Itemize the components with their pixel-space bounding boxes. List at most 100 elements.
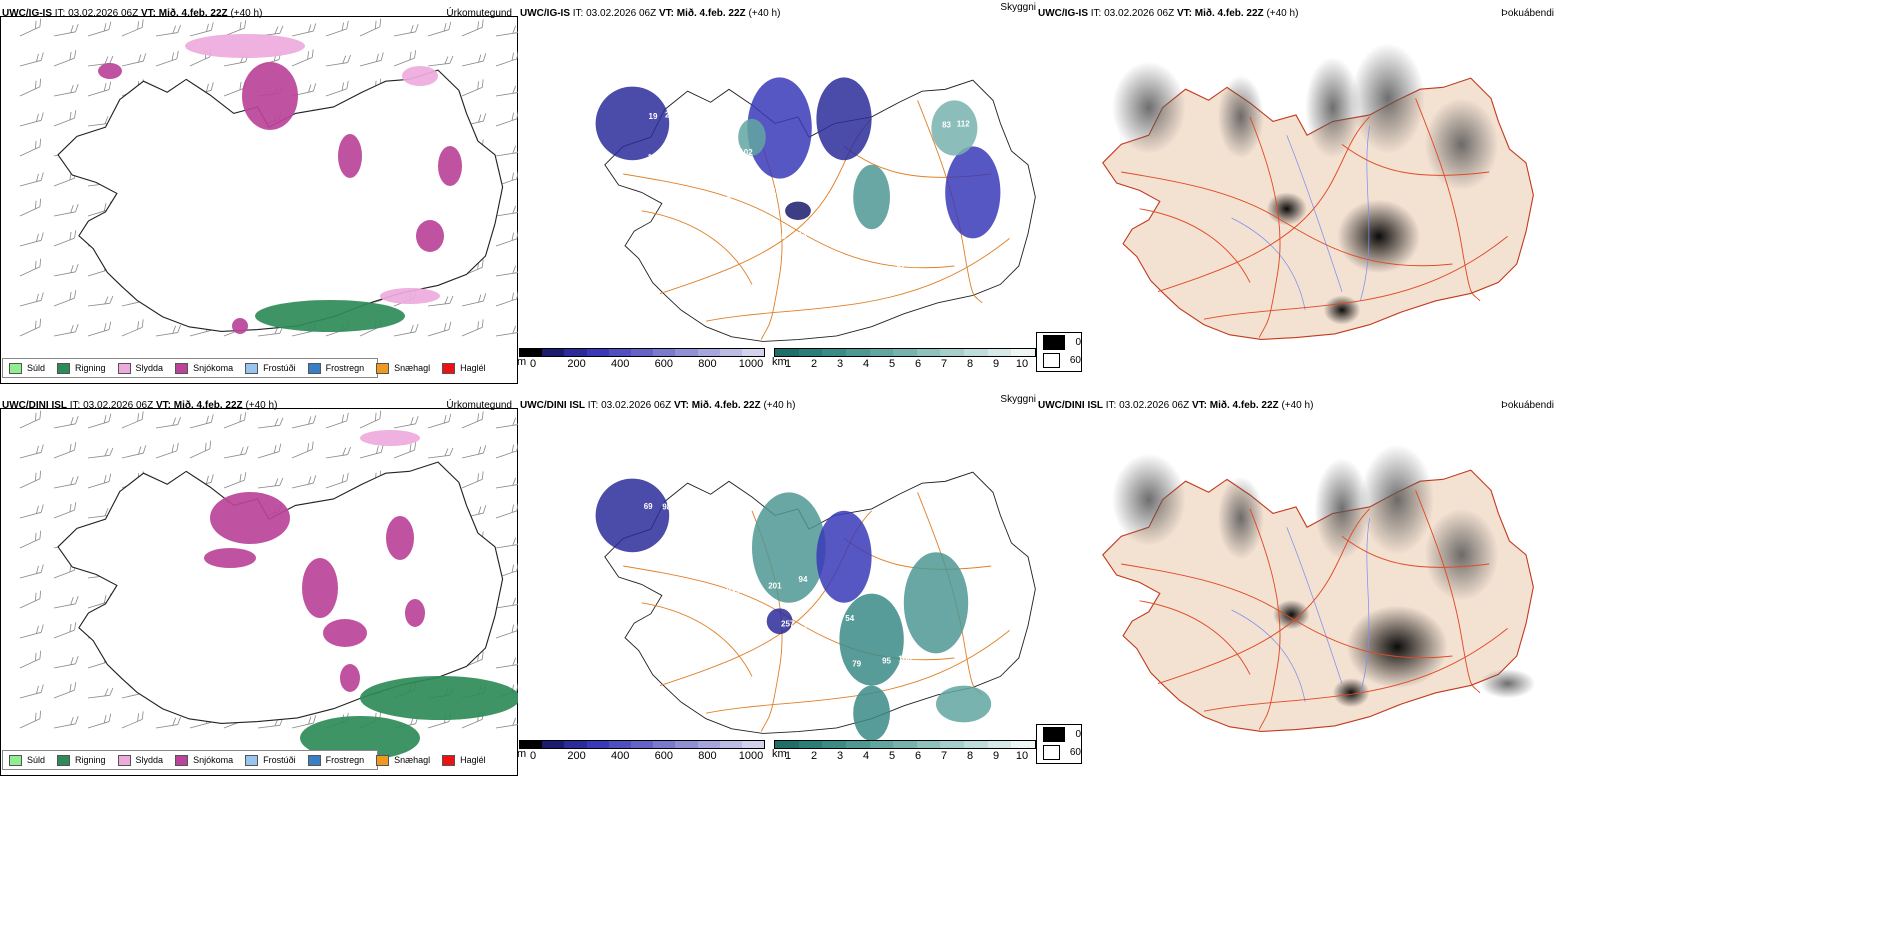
wind-barb [19, 258, 42, 277]
lead-time: (+40 h) [245, 400, 278, 411]
legend-swatch [442, 754, 456, 766]
visibility-value: 98 [882, 266, 891, 275]
colorbar-cells [774, 348, 1036, 357]
visibility-value: 92 [695, 153, 704, 162]
wind-barb [53, 204, 79, 217]
precip-type-panel: UWC/DINI ISL IT: 03.02.2026 06Z VT: Mið.… [0, 396, 518, 776]
visibility-area [903, 552, 969, 654]
model-name: UWC/DINI ISL [1038, 400, 1103, 411]
colorbar-cell [630, 741, 654, 748]
fog-patch [1217, 75, 1264, 159]
colorbar-cell [775, 349, 799, 356]
fog-patch [1305, 57, 1361, 159]
wind-barb [19, 444, 44, 459]
model-row: UWC/DINI ISL IT: 03.02.2026 06Z VT: Mið.… [0, 394, 1554, 776]
road [917, 100, 983, 304]
wind-barb [189, 440, 212, 459]
wind-barb [121, 711, 144, 729]
vt-label: VT: [658, 8, 674, 19]
fog-patch [1360, 444, 1434, 555]
wind-barb [19, 172, 44, 187]
wind-barb [291, 415, 317, 429]
it-label: IT: [69, 400, 81, 411]
visibility-value: 48 [777, 232, 786, 241]
visibility-value: 257 [781, 620, 795, 629]
visibility-map: 72 67 102 17 82 92 53 29 90 120 119 98 10 19 92 102 14 12… [595, 72, 1036, 342]
wind-barb [223, 472, 247, 489]
wind-barb [495, 230, 518, 247]
legend-label: Rigning [75, 755, 106, 765]
legend-label: 60 [1069, 354, 1081, 366]
fog-patch [1480, 668, 1536, 699]
wind-barb [19, 198, 42, 217]
fog-patch [1337, 199, 1421, 274]
colorbar-cell [697, 349, 720, 356]
colorbar-tick: 600 [654, 358, 673, 370]
wind-barb [461, 53, 487, 67]
visibility-value: 17 [788, 189, 797, 198]
visibility-area [738, 118, 766, 156]
it-value: 03.02.2026 06Z [83, 400, 154, 411]
wind-barb [19, 52, 44, 67]
wind-barb [87, 321, 112, 337]
colorbar-tick: 6 [914, 358, 922, 370]
fog-legend-item: 60 [1037, 743, 1081, 761]
wind-barb [53, 416, 79, 429]
precip-legend-item: Frostregn [307, 754, 364, 766]
fog-patch [1424, 98, 1499, 191]
legend-swatch [117, 754, 131, 766]
visibility-area [766, 608, 793, 635]
visibility-value: 69 [644, 502, 653, 511]
visibility-values: 72 67 102 17 82 92 53 29 90 120 119 98 10 19 92 102 14 12… [634, 72, 970, 275]
colorbar-tick: 1000 [738, 750, 764, 762]
legend-swatch [9, 362, 22, 374]
wind-barb [155, 324, 181, 337]
colorbar-cell [608, 741, 631, 748]
panel-title: UWC/IG-IS IT: 03.02.2026 06Z VT: Mið. 4.… [2, 8, 262, 19]
vt-label: VT: [155, 400, 171, 411]
wind-barb [495, 204, 518, 217]
colorbar-cell [586, 741, 609, 748]
visibility-area [853, 685, 890, 741]
visibility-panel: UWC/DINI ISL IT: 03.02.2026 06Z VT: Mið.… [517, 394, 1036, 770]
colorbar-tick: 400 [611, 750, 630, 762]
wind-barb [257, 417, 284, 429]
lead-time: (+40 h) [763, 400, 796, 411]
wind-barb [495, 50, 518, 67]
wind-barb [325, 446, 351, 459]
visibility-value: 100 [833, 262, 847, 271]
precip-type-map [19, 410, 518, 760]
wind-barb [19, 232, 44, 247]
map-frame [0, 16, 518, 384]
wind-barb [325, 80, 349, 97]
it-label: IT: [1090, 8, 1102, 19]
colorbar-tick: 400 [611, 358, 630, 370]
colorbar-ticks: 0 200 400 600 800 1000 [519, 357, 765, 371]
wind-barb [359, 18, 382, 37]
visibility-km-colorbar: km 1 2 3 4 5 6 7 8 9 10 [772, 740, 1036, 763]
precip-type-label: Úrkomutegund [446, 8, 512, 19]
it-value: 03.02.2026 06Z [1119, 400, 1190, 411]
visibility-map: 67 77 82 94 54 106 69 98 63 201 91 95 163 69 76 117 135 7… [595, 462, 1036, 741]
precip-type-legend: Súld Rigning Slydda Snjókoma Frostúði Frostre… [2, 358, 486, 378]
fog-legend-item: 60 [1037, 351, 1081, 369]
precip-legend-item: Snæhagl [376, 362, 430, 374]
legend-label: Haglél [460, 363, 486, 373]
legend-label: Slydda [135, 363, 164, 373]
legend-swatch [9, 754, 22, 766]
precip-areas [98, 34, 462, 334]
road [641, 210, 753, 285]
colorbar-cell [798, 349, 823, 356]
wind-barb [19, 650, 42, 669]
visibility-value: 133 [829, 660, 843, 669]
precip-area [300, 716, 420, 760]
it-value: 03.02.2026 06Z [68, 8, 139, 19]
visibility-label: Skyggni [1000, 2, 1036, 13]
wind-barb [19, 410, 42, 429]
vt-label: VT: [673, 400, 689, 411]
vt-label: VT: [140, 8, 156, 19]
road-network [1121, 490, 1508, 730]
vt-value: Mið. 4.feb. 22Z [1194, 8, 1264, 19]
wind-barb [53, 24, 79, 37]
panel-title: UWC/IG-IS IT: 03.02.2026 06Z VT: Mið. 4.… [1038, 8, 1298, 19]
